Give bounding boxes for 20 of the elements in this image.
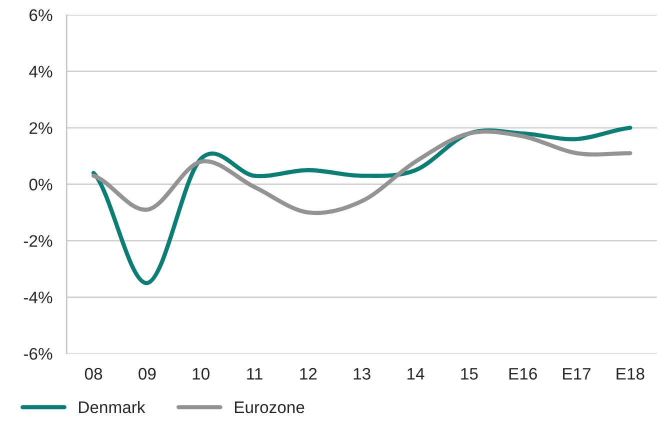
x-tick-label: E17: [563, 368, 590, 380]
y-tick-label: 6%: [30, 9, 52, 22]
x-tick-label: 12: [300, 368, 317, 380]
legend-label: Denmark: [79, 400, 146, 414]
legend-label: Eurozone: [234, 402, 304, 414]
y-tick-label: -2%: [24, 235, 52, 247]
x-tick-label: E18: [616, 368, 644, 380]
y-tick-label: 4%: [29, 66, 52, 78]
y-tick-label: -4%: [24, 292, 52, 304]
x-tick-label: 15: [461, 368, 478, 380]
x-tick-label: 11: [247, 368, 262, 380]
y-tick-label: 2%: [30, 122, 52, 134]
x-tick-label: 08: [84, 368, 102, 380]
x-tick-label: 14: [408, 368, 424, 380]
y-tick-label: -6%: [24, 348, 52, 360]
y-tick-label: 0%: [29, 178, 52, 190]
x-tick-label: 13: [354, 368, 370, 380]
x-tick-label: E16: [509, 368, 537, 380]
x-tick-label: 09: [138, 368, 156, 380]
x-tick-label: 10: [192, 368, 210, 380]
